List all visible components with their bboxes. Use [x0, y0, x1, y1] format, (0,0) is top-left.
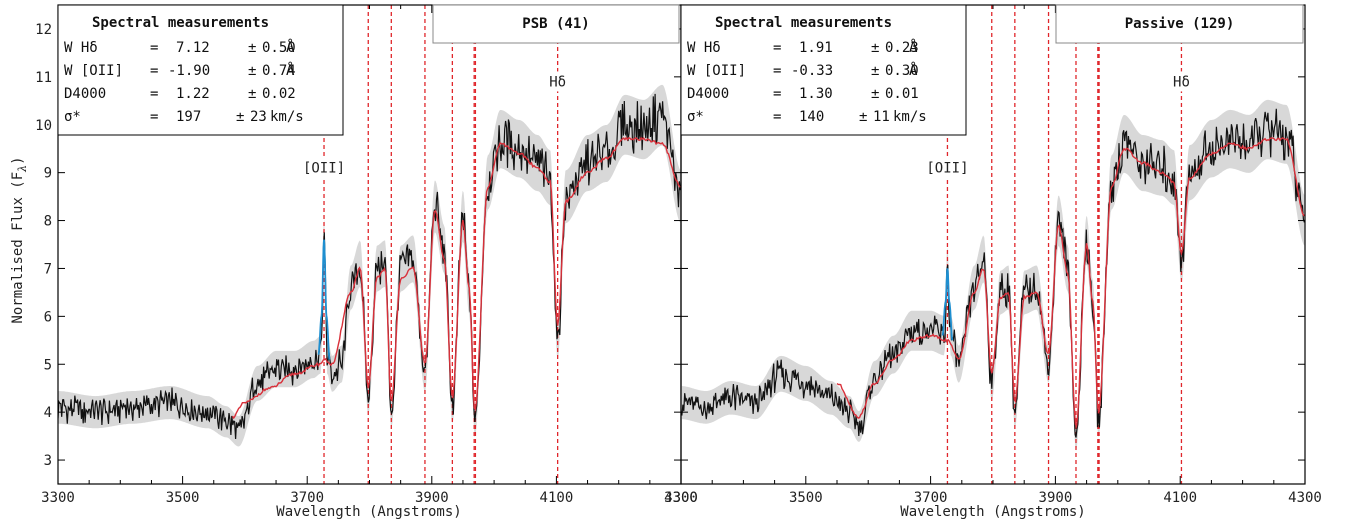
measurements-box — [57, 4, 344, 136]
sample-tag: PSB (41) — [522, 16, 589, 32]
y-tick-label: 3 — [44, 453, 52, 469]
measurement-err: 0.02 — [262, 86, 296, 102]
observed-spectrum — [58, 93, 681, 440]
measurement-value: 1.22 — [176, 86, 210, 102]
measurement-name: W Hδ — [687, 40, 721, 56]
measurement-name: W [OII] — [687, 63, 746, 79]
panel-right: 3300 3500 3700 3900 4100 4300 [OII] Hδ Spectral … — [664, 4, 1322, 506]
x-tick-label: 3300 — [41, 490, 75, 506]
measurement-value: 140 — [799, 109, 824, 125]
x-tick-label: 3500 — [166, 490, 200, 506]
measurement-err: 23 — [250, 109, 267, 125]
line-label-bg — [529, 71, 586, 92]
measurement-err: 0.74 — [262, 63, 296, 79]
line-label: Hδ — [549, 74, 566, 90]
measurement-value: -1.90 — [168, 63, 210, 79]
measurement-pm: ± — [248, 40, 256, 56]
measurement-eq: = — [150, 86, 158, 102]
x-tick-label: 3700 — [290, 490, 324, 506]
y-axis-title: Normalised Flux (Fλ) — [10, 156, 29, 323]
y-tick-label: 9 — [44, 166, 52, 182]
measurement-value: 1.30 — [799, 86, 833, 102]
measurement-unit: km/s — [270, 109, 304, 125]
measurement-err: 0.30 — [885, 63, 919, 79]
measurements-title: Spectral measurements — [92, 15, 269, 31]
line-label: [OII] — [926, 161, 968, 177]
y-tick-label: 10 — [35, 118, 52, 134]
x-tick-label: 3900 — [1039, 490, 1073, 506]
panel-left: 3 4 5 6 7 8 9 10 11 12 3300 3500 3700 3900 4100 4300 [OI… — [35, 4, 698, 506]
measurement-unit: Å — [909, 62, 918, 79]
y-tick-label: 6 — [44, 309, 52, 325]
measurement-pm: ± — [248, 86, 256, 102]
y-tick-label: 12 — [35, 22, 52, 38]
x-tick-label: 4100 — [1163, 490, 1197, 506]
measurement-unit: km/s — [893, 109, 927, 125]
measurement-pm: ± — [871, 63, 879, 79]
measurement-name: σ* — [64, 109, 81, 125]
measurement-value: 1.91 — [799, 40, 833, 56]
measurement-eq: = — [773, 63, 781, 79]
measurement-err: 11 — [873, 109, 890, 125]
measurement-name: D4000 — [64, 86, 106, 102]
y-tick-label: 4 — [44, 405, 52, 421]
measurement-pm: ± — [236, 109, 244, 125]
measurement-pm: ± — [871, 40, 879, 56]
x-tick-label: 4100 — [540, 490, 574, 506]
emission-fit — [317, 239, 331, 360]
x-tick-label: 4300 — [1288, 490, 1322, 506]
measurement-value: 7.12 — [176, 40, 210, 56]
sample-tag-box — [1055, 4, 1304, 44]
y-tick-label: 5 — [44, 357, 52, 373]
measurement-eq: = — [773, 40, 781, 56]
measurement-unit: Å — [286, 39, 295, 56]
measurement-eq: = — [150, 63, 158, 79]
x-tick-label: 3700 — [914, 490, 948, 506]
sample-tag: Passive (129) — [1125, 16, 1235, 32]
measurement-eq: = — [773, 109, 781, 125]
line-label: [OII] — [303, 161, 345, 177]
line-label: Hδ — [1173, 74, 1190, 90]
measurement-pm: ± — [859, 109, 867, 125]
x-tick-label: 4300 — [664, 490, 698, 506]
measurement-name: D4000 — [687, 86, 729, 102]
x-tick-label: 3500 — [789, 490, 823, 506]
y-tick-label: 7 — [44, 261, 52, 277]
measurement-pm: ± — [248, 63, 256, 79]
model-fit — [836, 137, 1305, 428]
model-fit — [231, 136, 681, 420]
x-axis-title-right: Wavelength (Angstroms) — [900, 504, 1085, 520]
measurements-title: Spectral measurements — [715, 15, 892, 31]
measurement-err: 0.23 — [885, 40, 919, 56]
measurement-unit: Å — [909, 39, 918, 56]
measurements-box — [680, 4, 967, 136]
line-label-bg — [1153, 71, 1210, 92]
line-label-bg — [296, 157, 353, 178]
measurement-pm: ± — [871, 86, 879, 102]
measurement-name: σ* — [687, 109, 704, 125]
error-band — [681, 99, 1305, 452]
y-tick-label: 8 — [44, 214, 52, 230]
measurement-name: W [OII] — [64, 63, 123, 79]
sample-tag-box — [432, 4, 680, 44]
measurement-value: -0.33 — [791, 63, 833, 79]
plot-area — [58, 5, 681, 484]
y-tick-label: 11 — [35, 70, 52, 86]
measurement-eq: = — [150, 109, 158, 125]
measurement-name: W Hδ — [64, 40, 98, 56]
measurement-err: 0.50 — [262, 40, 296, 56]
measurement-value: 197 — [176, 109, 201, 125]
measurement-err: 0.01 — [885, 86, 919, 102]
x-tick-label: 3300 — [664, 490, 698, 506]
x-tick-label: 3900 — [415, 490, 449, 506]
measurement-unit: Å — [286, 62, 295, 79]
measurement-eq: = — [773, 86, 781, 102]
error-band — [58, 84, 681, 447]
measurement-eq: = — [150, 40, 158, 56]
line-label-bg — [919, 157, 976, 178]
emission-fit — [941, 268, 954, 341]
x-axis-title-left: Wavelength (Angstroms) — [276, 504, 461, 520]
